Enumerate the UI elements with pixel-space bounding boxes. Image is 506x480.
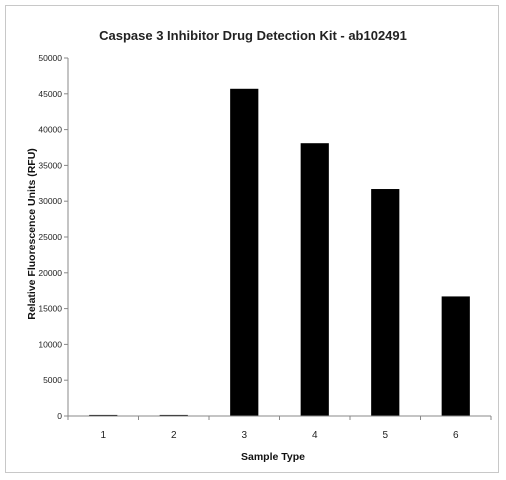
chart-title: Caspase 3 Inhibitor Drug Detection Kit -… xyxy=(99,28,407,43)
y-tick-labels: 0 5000 10000 15000 20000 25000 30000 35000 40000… xyxy=(38,53,62,421)
x-tick-label: 3 xyxy=(241,430,247,441)
x-tick-label: 4 xyxy=(312,430,318,441)
y-tick-label: 10000 xyxy=(38,339,62,349)
bar xyxy=(89,414,118,416)
y-tick-label: 50000 xyxy=(38,53,62,63)
y-tick-label: 40000 xyxy=(38,125,62,135)
bar xyxy=(230,88,259,417)
y-tick-label: 5000 xyxy=(43,375,62,385)
x-tick-label: 1 xyxy=(100,430,106,441)
y-axis-title: Relative Fluorescence Units (RFU) xyxy=(26,148,38,320)
y-tick-marks xyxy=(64,57,68,417)
bar xyxy=(300,143,329,417)
y-tick-label: 35000 xyxy=(38,160,62,170)
y-tick-label: 45000 xyxy=(38,89,62,99)
bar xyxy=(371,189,400,416)
bars xyxy=(89,88,470,417)
bar-chart: Caspase 3 Inhibitor Drug Detection Kit -… xyxy=(26,28,492,463)
bar xyxy=(441,296,470,416)
y-tick-label: 0 xyxy=(57,411,62,421)
y-tick-label: 15000 xyxy=(38,304,62,314)
y-tick-label: 20000 xyxy=(38,268,62,278)
x-tick-label: 6 xyxy=(453,430,459,441)
x-tick-marks xyxy=(67,416,492,420)
x-tick-label: 2 xyxy=(171,430,177,441)
bar xyxy=(159,414,188,416)
chart-frame: Caspase 3 Inhibitor Drug Detection Kit -… xyxy=(5,5,499,473)
y-tick-label: 30000 xyxy=(38,196,62,206)
y-tick-label: 25000 xyxy=(38,232,62,242)
x-tick-label: 5 xyxy=(382,430,388,441)
x-axis-title: Sample Type xyxy=(241,451,305,463)
x-tick-labels: 1 2 3 4 5 6 xyxy=(100,430,459,441)
